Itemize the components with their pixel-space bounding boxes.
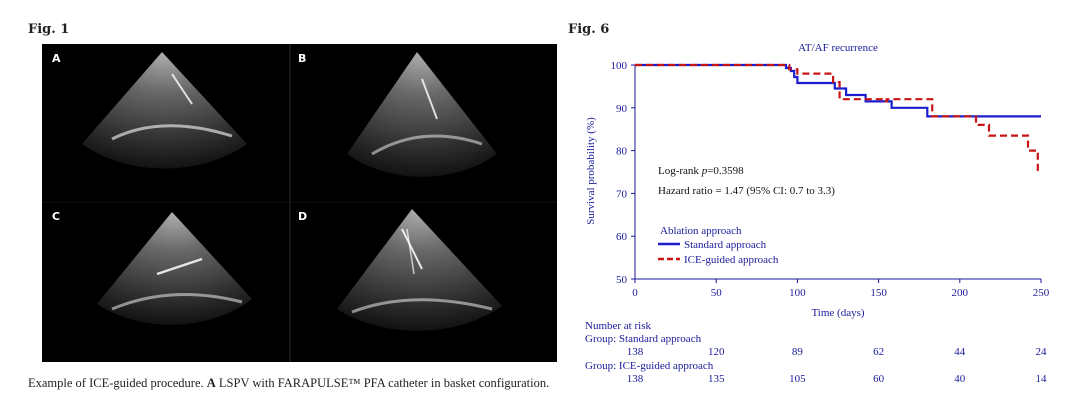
- caption-panel-ref: A: [206, 376, 216, 390]
- risk-count: 135: [707, 373, 725, 385]
- echo-panel-b: B: [298, 52, 497, 177]
- risk-count: 62: [873, 346, 885, 358]
- chart-axes: 50 60 70 80 90 100 0 50 100 150 200 250: [611, 60, 1050, 299]
- caption-prefix: Example of ICE-guided procedure.: [28, 376, 207, 390]
- echo-panel-d: D: [298, 209, 502, 331]
- echo-panel-a: A: [52, 52, 247, 169]
- risk-count: 40: [954, 373, 966, 385]
- risk-count: 14: [1035, 373, 1047, 385]
- series-line-standard: [635, 63, 1041, 118]
- y-tick-label: 60: [616, 231, 628, 243]
- logrank-value: =0.3598: [707, 165, 744, 177]
- hazard-annotation: Hazard ratio = 1.47 (95% CI: 0.7 to 3.3): [658, 185, 835, 197]
- x-tick-label: 0: [632, 287, 638, 299]
- y-tick-label: 80: [616, 146, 628, 158]
- risk-group-standard-label: Group: Standard approach: [585, 333, 702, 345]
- logrank-annotation: Log-rank p=0.3598: [658, 165, 744, 177]
- echo-panel-c: C: [52, 210, 252, 325]
- x-tick-label: 250: [1033, 287, 1050, 299]
- panel-label-b: B: [298, 52, 306, 65]
- x-tick-label: 200: [952, 287, 969, 299]
- caption-suffix: LSPV with FARAPULSE™ PFA catheter in bas…: [215, 376, 550, 390]
- risk-count: 44: [954, 346, 966, 358]
- logrank-p: p: [701, 165, 708, 177]
- ice-image-grid: A B C D: [42, 44, 557, 362]
- risk-count: 120: [707, 346, 725, 358]
- panel-label-a: A: [52, 52, 61, 65]
- legend-title: Ablation approach: [660, 225, 742, 237]
- risk-count: 138: [626, 373, 644, 385]
- ice-echo-image: A B C D: [42, 44, 557, 362]
- x-tick-label: 100: [789, 287, 806, 299]
- risk-count: 89: [791, 346, 803, 358]
- panel-label-d: D: [298, 210, 307, 223]
- legend-label-ice: ICE-guided approach: [684, 254, 779, 266]
- x-tick-label: 50: [711, 287, 723, 299]
- figure-6-heading: Fig. 6: [568, 22, 610, 37]
- panel-label-c: C: [52, 210, 60, 223]
- series-line-ice: [635, 63, 1041, 171]
- legend-label-standard: Standard approach: [684, 239, 767, 251]
- chart-title: AT/AF recurrence: [798, 42, 878, 54]
- risk-count: 60: [873, 373, 885, 385]
- figure-6-panel: Fig. 6: [558, 0, 1058, 400]
- y-tick-label: 100: [611, 60, 628, 72]
- y-tick-label: 50: [616, 274, 628, 286]
- risk-table-title: Number at risk: [585, 320, 651, 332]
- risk-count: 105: [789, 373, 806, 385]
- risk-count: 138: [626, 346, 644, 358]
- x-tick-label: 150: [870, 287, 887, 299]
- figure-1-caption: Example of ICE-guided procedure. A LSPV …: [28, 376, 549, 391]
- y-tick-label: 90: [616, 103, 628, 115]
- y-tick-label: 70: [616, 188, 628, 200]
- chart-series: [635, 63, 1041, 171]
- figure-1-heading: Fig. 1: [28, 22, 70, 37]
- risk-count: 24: [1035, 346, 1047, 358]
- x-axis-label: Time (days): [811, 307, 864, 319]
- logrank-prefix: Log-rank: [658, 165, 702, 177]
- y-axis-label: Survival probability (%): [585, 117, 597, 225]
- risk-group-ice-label: Group: ICE-guided approach: [585, 360, 714, 372]
